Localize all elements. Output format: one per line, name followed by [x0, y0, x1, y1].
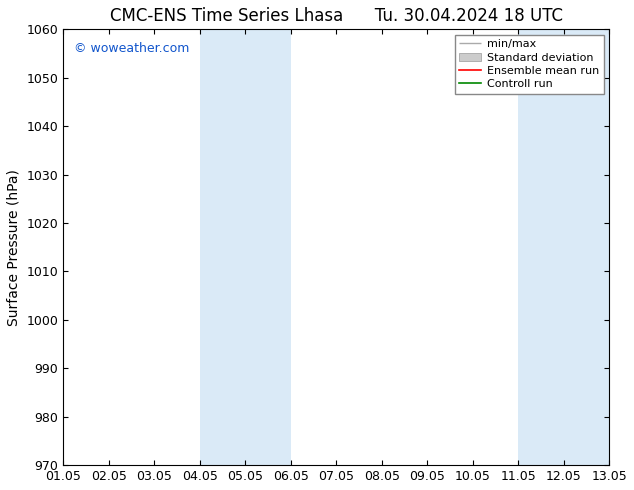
Y-axis label: Surface Pressure (hPa): Surface Pressure (hPa) [7, 169, 21, 326]
Legend: min/max, Standard deviation, Ensemble mean run, Controll run: min/max, Standard deviation, Ensemble me… [455, 35, 604, 94]
Bar [518, 29, 609, 465]
Bar [200, 29, 291, 465]
Text: © woweather.com: © woweather.com [74, 42, 190, 55]
Title: CMC-ENS Time Series Lhasa      Tu. 30.04.2024 18 UTC: CMC-ENS Time Series Lhasa Tu. 30.04.2024… [110, 7, 563, 25]
